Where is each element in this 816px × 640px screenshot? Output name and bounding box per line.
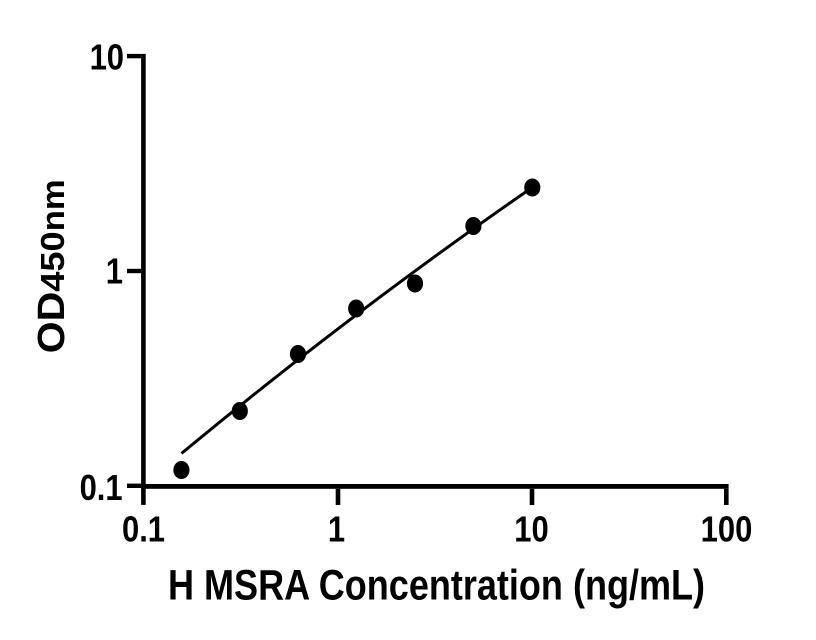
svg-text:1: 1 (106, 253, 123, 293)
svg-text:OD450nm: OD450nm (31, 179, 73, 353)
svg-text:0.1: 0.1 (80, 469, 123, 509)
svg-text:100: 100 (701, 510, 753, 550)
svg-text:1: 1 (328, 510, 345, 550)
svg-text:10: 10 (90, 39, 124, 79)
svg-text:0.1: 0.1 (122, 510, 165, 550)
svg-text:10: 10 (514, 510, 548, 550)
svg-text:H MSRA Concentration (ng/mL): H MSRA Concentration (ng/mL) (168, 563, 705, 610)
